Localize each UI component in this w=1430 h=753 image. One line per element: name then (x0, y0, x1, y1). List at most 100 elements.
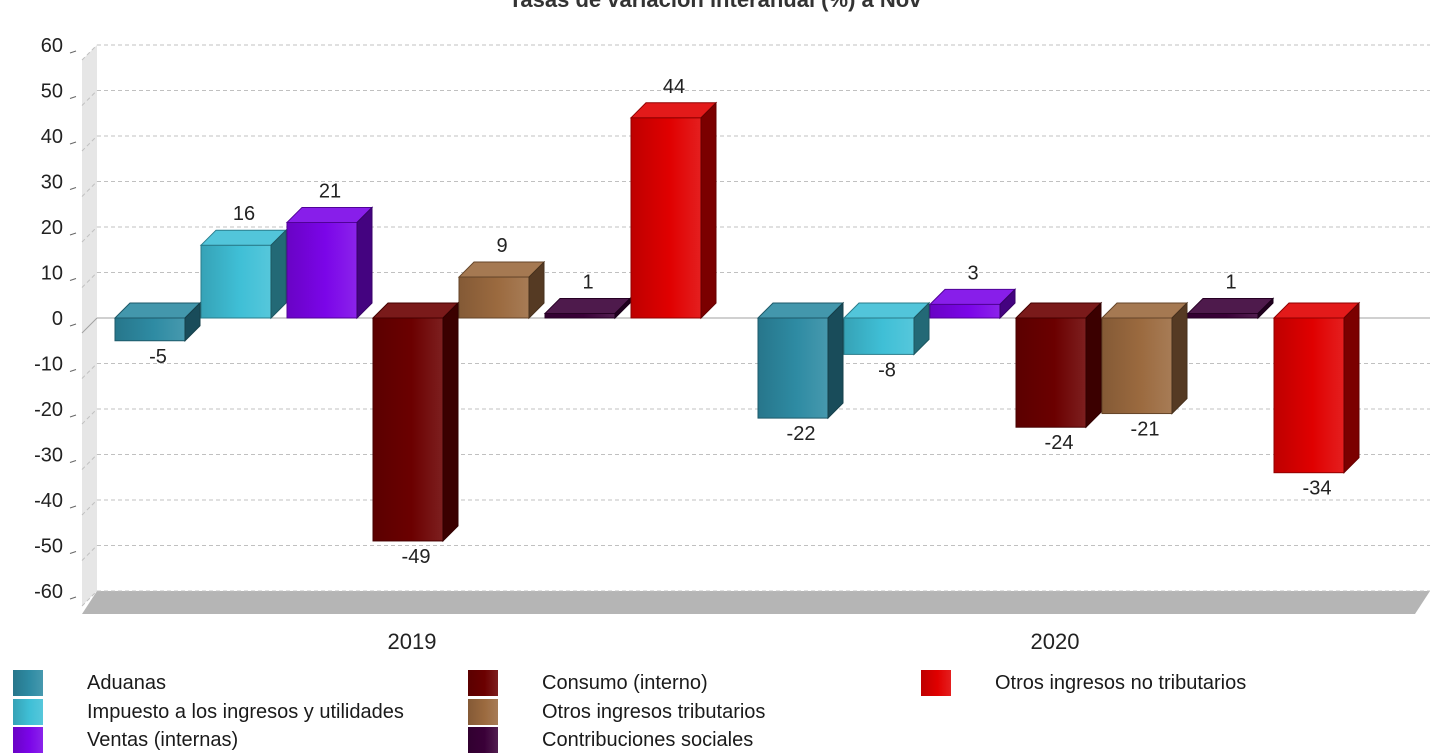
data-label: -34 (1303, 478, 1332, 500)
bar (199, 228, 288, 320)
bar (457, 260, 546, 320)
y-tick-label: -50 (34, 536, 63, 558)
bar (928, 288, 1017, 320)
grid-line-side (81, 454, 98, 470)
bar-side (528, 260, 545, 320)
grid-line-side (81, 408, 98, 425)
y-tick-mark (69, 596, 77, 600)
data-label: 9 (496, 235, 507, 257)
grid-line-side (81, 226, 98, 243)
legend-label: Contribuciones sociales (542, 728, 754, 751)
bar-front (286, 221, 358, 319)
data-label: 16 (233, 203, 255, 225)
grid-line-side (81, 135, 98, 152)
data-label: -22 (787, 423, 816, 445)
chart-walls (82, 45, 1430, 614)
bar-front (1273, 317, 1345, 474)
bar-front (114, 317, 186, 342)
zero-line-side (81, 317, 98, 334)
legend-label: Impuesto a los ingresos y utilidades (87, 700, 404, 723)
bar (1014, 301, 1103, 429)
y-tick-label: -60 (34, 581, 63, 603)
data-label: 1 (582, 271, 593, 293)
bar-side (442, 301, 459, 543)
y-tick-mark (69, 460, 77, 463)
bar (113, 301, 202, 342)
bar-front (458, 276, 530, 319)
y-tick-mark (69, 50, 77, 54)
y-tick-mark (69, 187, 77, 190)
bar-side (356, 206, 373, 320)
legend-swatch (13, 670, 43, 696)
bar-front (843, 317, 915, 355)
y-tick-label: 0 (52, 308, 63, 330)
grid-line-side (81, 499, 98, 516)
bar-front (929, 303, 1001, 319)
grid-line-side (81, 90, 98, 106)
y-tick-mark (69, 551, 77, 554)
grid-line-side (81, 181, 98, 197)
y-tick-mark (69, 369, 77, 372)
y-tick-mark (69, 232, 77, 236)
data-label: -8 (878, 359, 896, 381)
legend-label: Aduanas (87, 671, 166, 694)
legend-label: Consumo (interno) (542, 671, 708, 694)
data-label: 3 (967, 262, 978, 284)
legend-label: Ventas (internas) (87, 728, 239, 751)
chart-title: Tasas de variación interanual (%) a Nov (509, 0, 923, 12)
legend-swatch (921, 670, 951, 696)
bar (543, 297, 632, 320)
bar (1272, 301, 1361, 474)
legend-label: Otros ingresos tributarios (542, 700, 766, 723)
data-label: -21 (1131, 419, 1160, 441)
y-tick-mark (69, 505, 77, 509)
legend-item: Ventas (internas) (13, 727, 238, 753)
legend-item: Aduanas (13, 670, 166, 696)
bar-side (270, 228, 287, 320)
y-tick-label: -20 (34, 399, 63, 421)
grid-line-side (81, 272, 98, 288)
legend-swatch (468, 670, 498, 696)
y-tick-label: 40 (41, 126, 63, 148)
y-tick-label: 30 (41, 172, 63, 194)
bar-front (1187, 312, 1259, 319)
bar-front (630, 117, 702, 319)
y-tick-label: -10 (34, 354, 63, 376)
x-tick-label: 2020 (1031, 629, 1080, 654)
bar-side (1171, 301, 1188, 415)
grid-line-side (81, 590, 98, 607)
legend-swatch (468, 727, 498, 753)
bar-side (614, 297, 631, 320)
y-tick-mark (69, 96, 77, 99)
bar (285, 206, 374, 320)
bar (756, 301, 845, 420)
legend-item: Impuesto a los ingresos y utilidades (13, 699, 404, 725)
y-tick-label: -40 (34, 490, 63, 512)
bar-side (999, 288, 1016, 320)
bar-side (827, 301, 844, 420)
x-tick-label: 2019 (388, 629, 437, 654)
bar-front (200, 244, 272, 319)
bar-side (1343, 301, 1360, 474)
bar (371, 301, 460, 543)
y-tick-label: -30 (34, 445, 63, 467)
bar (1186, 297, 1275, 320)
floor (82, 591, 1430, 614)
y-axis: 60 50 40 30 20 10 0 -10 -20 -30 -40 -50 -60 (34, 35, 77, 603)
x-axis: 2019 2020 (388, 629, 1080, 654)
grid-line-side (81, 44, 98, 61)
legend-item: Consumo (interno) (468, 670, 708, 696)
y-tick-mark (69, 141, 77, 145)
legend-swatch (468, 699, 498, 725)
bar-side (913, 301, 930, 356)
legend-label: Otros ingresos no tributarios (995, 671, 1247, 694)
bar-side (184, 301, 201, 342)
bar-side (1257, 297, 1274, 320)
bar-front (1015, 317, 1087, 428)
bar-side (1085, 301, 1102, 429)
y-tick-mark (69, 414, 77, 418)
data-label: 1 (1225, 271, 1236, 293)
bar-front (757, 317, 829, 419)
